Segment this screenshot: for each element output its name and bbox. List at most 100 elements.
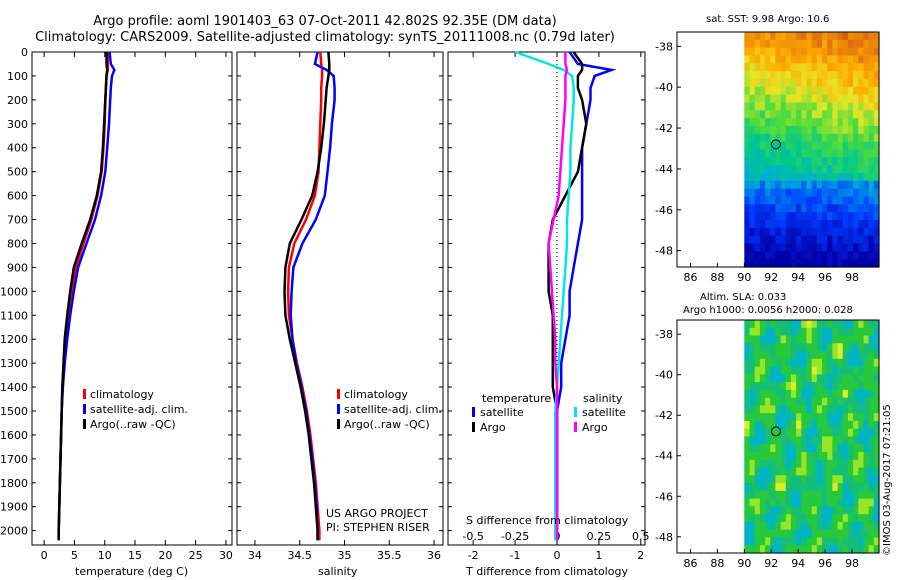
sst_map-cell <box>806 227 813 237</box>
sla_map-cell <box>827 327 833 337</box>
sla_map-cell <box>853 498 859 507</box>
sla_map-cell <box>822 483 828 492</box>
sst_map-cell <box>811 227 818 237</box>
sla_map-cell <box>827 490 833 500</box>
sla_map-cell <box>811 529 818 539</box>
sst_map-cell <box>759 157 766 166</box>
sla_map-cell <box>765 358 771 368</box>
sla_map-cell <box>770 413 776 422</box>
temperature-xtick-label: 0 <box>41 549 48 562</box>
sla_map-cell <box>863 374 870 383</box>
sla_map-cell <box>811 452 818 461</box>
sst_map-cell <box>780 32 787 41</box>
sla_map-cell <box>832 327 839 337</box>
sla_map-cell <box>847 382 854 391</box>
sla_map-cell <box>822 506 828 515</box>
sla_map-cell <box>759 537 766 546</box>
sst_map-cell <box>790 118 797 127</box>
sla_map-cell <box>759 459 766 469</box>
sla_map-xtick-label: 96 <box>818 557 832 570</box>
sst_map-cell <box>744 196 751 205</box>
sst_map-cell <box>863 227 870 237</box>
sla_map-cell <box>790 397 797 407</box>
sst_map-cell <box>858 173 865 182</box>
sst_map-cell <box>759 63 766 72</box>
sla_map-cell <box>765 498 771 507</box>
sst_map-cell <box>759 126 766 135</box>
sst_map-cell <box>744 39 751 49</box>
sla_map-cell <box>853 389 859 399</box>
sst_map-cell <box>822 243 828 252</box>
sst_map-cell <box>759 173 766 182</box>
sst_map-cell <box>770 126 776 135</box>
sla_map-cell <box>759 490 766 500</box>
sla_map-cell <box>785 452 792 461</box>
sla_map-cell <box>873 436 880 445</box>
sst_map-cell <box>858 79 865 88</box>
sla_map-cell <box>759 335 766 344</box>
sla_map-cell <box>827 405 833 414</box>
sst_map-cell <box>847 86 854 96</box>
salinity-xtick-label: 34 <box>248 549 262 562</box>
sst_map-cell <box>832 251 839 260</box>
sst_map-cell <box>842 39 849 49</box>
sst_map-cell <box>744 227 751 237</box>
sst_map-cell <box>744 32 751 41</box>
sla_map-cell <box>816 490 823 500</box>
sla_map-cell <box>868 358 875 368</box>
sla_map-cell <box>858 366 865 375</box>
sst_map-cell <box>785 141 792 151</box>
sst_map-cell <box>796 55 802 64</box>
sst_map-cell <box>837 63 844 72</box>
sst_map-cell <box>827 188 833 198</box>
sst_map-cell <box>822 94 828 104</box>
sst_map-cell <box>790 188 797 198</box>
sla_map-cell <box>832 389 839 399</box>
sla_map-cell <box>811 320 818 329</box>
sst_map-cell <box>853 251 859 260</box>
sst_map-cell <box>744 94 751 104</box>
sla_map-cell <box>759 498 766 507</box>
sla_map-cell <box>827 514 833 523</box>
sst_map-cell <box>822 180 828 190</box>
sla_map-cell <box>790 514 797 523</box>
sst_map-cell <box>832 204 839 213</box>
sla_map-cell <box>863 452 870 461</box>
sst_map-cell <box>832 94 839 104</box>
sst_map-cell <box>801 157 808 166</box>
sst_map-cell <box>785 118 792 127</box>
sla_map-cell <box>775 413 782 422</box>
sla_map-cell <box>863 529 870 539</box>
sst_map-cell <box>827 133 833 143</box>
sst_map-cell <box>780 204 787 213</box>
sst_map-cell <box>749 212 756 221</box>
sst_map-cell <box>827 243 833 252</box>
sla_map-cell <box>811 483 818 492</box>
sla_map-cell <box>873 374 880 383</box>
sst_map-cell <box>749 196 756 205</box>
sst_map-cell <box>765 259 771 268</box>
sst_map-cell <box>816 227 823 237</box>
sst_map-cell <box>816 243 823 252</box>
sst_map-cell <box>790 180 797 190</box>
sla_map-cell <box>790 358 797 368</box>
sla_map-cell <box>847 537 854 546</box>
sla_map-cell <box>832 529 839 539</box>
sla_map-cell <box>827 413 833 422</box>
sla_map-cell <box>754 436 761 445</box>
sla_map-cell <box>837 521 844 531</box>
sla_map-cell <box>765 467 771 476</box>
sla_map-cell <box>775 436 782 445</box>
sst_map-cell <box>837 39 844 49</box>
sst_map-cell <box>832 110 839 119</box>
sst_map-cell <box>765 133 771 143</box>
sla_map-cell <box>780 428 787 438</box>
sla_map-cell <box>759 545 766 554</box>
sst_map-cell <box>765 86 771 96</box>
sla_map-cell <box>868 382 875 391</box>
sla_map-cell <box>853 483 859 492</box>
sla_map-cell <box>796 506 802 515</box>
sla_map-cell <box>744 343 751 352</box>
sla_map-cell <box>780 529 787 539</box>
sst_map-cell <box>847 47 854 57</box>
